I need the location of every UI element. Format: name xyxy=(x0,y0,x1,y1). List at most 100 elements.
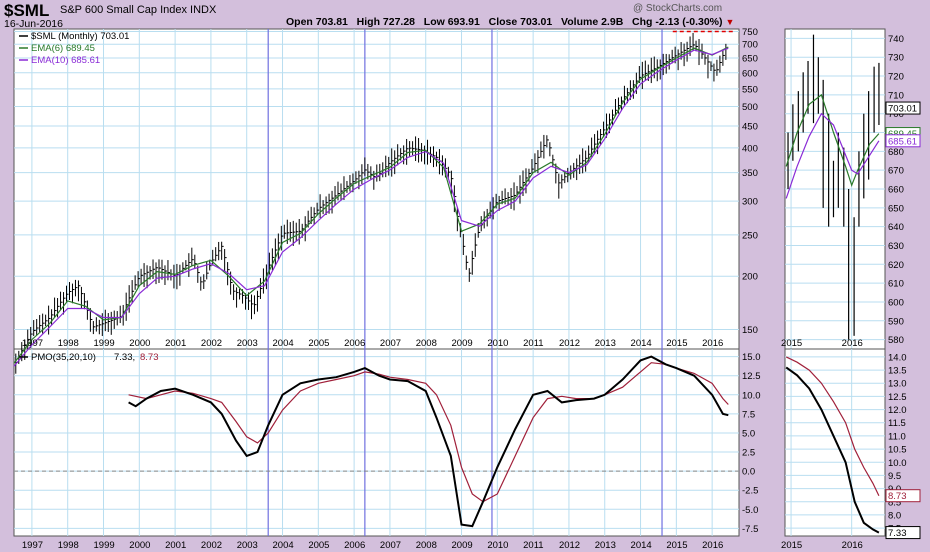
zoom-price-y-tick-label: 700 xyxy=(888,109,904,120)
zoom-price-y-tick-label: 630 xyxy=(888,241,904,252)
pmo-y-tick-label: 2.5 xyxy=(742,448,755,459)
pmo-x-tick-label: 2005 xyxy=(308,540,329,551)
pmo-panel-background xyxy=(13,348,740,537)
pmo-x-tick-label: 2011 xyxy=(523,540,543,551)
legend-label: $SML (Monthly) 703.01 xyxy=(31,31,129,42)
price-y-tick-label: 600 xyxy=(742,68,758,79)
pmo-line xyxy=(128,355,729,528)
change-value: -2.13 (-0.30%) xyxy=(655,16,723,28)
value-tag-box xyxy=(885,134,921,148)
pmo-y-tick-label: -2.5 xyxy=(742,486,758,497)
quote-date: 16-Jun-2016 xyxy=(4,18,63,30)
zoom-pmo-y-tick-label: 12.0 xyxy=(888,405,907,416)
zoom-pmo-y-tick-label: 9.5 xyxy=(888,471,901,482)
open-value: 703.81 xyxy=(315,16,348,28)
open-label: Open xyxy=(286,16,313,28)
pmo-y-tick-label: -5.0 xyxy=(742,505,758,516)
pmo-x-tick-label: 2000 xyxy=(129,540,150,551)
zoom-pmo-x-tick-label: 2016 xyxy=(842,540,863,551)
price-y-tick-label: 500 xyxy=(742,102,758,113)
zoom-price-y-tick-label: 710 xyxy=(888,90,904,101)
price-x-tick-label: 2008 xyxy=(416,338,437,349)
price-y-tick-label: 200 xyxy=(742,272,758,283)
pmo-x-tick-label: 2009 xyxy=(452,540,473,551)
value-tag-label: 8.73 xyxy=(888,491,907,502)
ema6-line xyxy=(13,46,729,364)
price-x-tick-label: 2002 xyxy=(201,338,222,349)
pmo-y-tick-label: 10.0 xyxy=(742,390,761,401)
zoom-pmo-y-tick-label: 11.0 xyxy=(888,431,906,442)
watermark: @ StockCharts.com xyxy=(633,3,723,14)
zoom-price-y-tick-label: 680 xyxy=(888,147,904,158)
price-x-tick-label: 2009 xyxy=(452,338,473,349)
low-value: 693.91 xyxy=(447,16,480,28)
price-y-tick-label: 700 xyxy=(742,40,758,51)
pmo-x-tick-label: 2006 xyxy=(344,540,365,551)
value-tag-box xyxy=(885,526,921,540)
zoom-pmo-y-tick-label: 8.0 xyxy=(888,510,901,521)
high-label: High xyxy=(356,16,380,28)
zoom-pmo-line xyxy=(785,366,880,534)
zoom-pmo-y-tick-label: 8.5 xyxy=(888,497,901,508)
pmo-x-tick-label: 1999 xyxy=(94,540,115,551)
pmo-x-tick-label: 2003 xyxy=(237,540,258,551)
zoom-pmo-y-tick-label: 13.5 xyxy=(888,366,907,377)
price-y-tick-label: 150 xyxy=(742,325,758,336)
value-tag-box xyxy=(885,489,921,503)
pmo-x-tick-label: 2016 xyxy=(702,540,723,551)
price-x-tick-label: 2015 xyxy=(666,338,687,349)
price-x-tick-label: 2007 xyxy=(380,338,401,349)
price-y-tick-label: 300 xyxy=(742,197,758,208)
ema10-line xyxy=(13,47,729,367)
pmo-x-tick-label: 2015 xyxy=(666,540,687,551)
price-y-tick-label: 350 xyxy=(742,168,758,179)
pmo-x-tick-label: 1997 xyxy=(22,540,43,551)
price-y-tick-label: 550 xyxy=(742,84,758,95)
close-value: 703.01 xyxy=(520,16,553,28)
price-x-tick-label: 2004 xyxy=(273,338,294,349)
zoom-pmo-y-tick-label: 10.5 xyxy=(888,445,907,456)
price-x-tick-label: 2010 xyxy=(487,338,508,349)
price-x-tick-label: 2006 xyxy=(344,338,365,349)
price-x-tick-label: 1997 xyxy=(22,338,43,349)
zoom-pmo-y-tick-label: 13.0 xyxy=(888,379,907,390)
zoom-pmo-y-tick-label: 14.0 xyxy=(888,352,907,363)
zoom-price-x-tick-label: 2016 xyxy=(842,338,863,349)
zoom-price-y-tick-label: 600 xyxy=(888,297,904,308)
pmo-x-tick-label: 2013 xyxy=(595,540,616,551)
pmo-legend-signal-value: 8.73 xyxy=(140,352,159,363)
pmo-x-tick-label: 2012 xyxy=(559,540,580,551)
zoom-price-y-tick-label: 620 xyxy=(888,260,904,271)
index-full-name: S&P 600 Small Cap Index xyxy=(60,4,187,16)
high-value: 727.28 xyxy=(382,16,416,28)
price-x-tick-label: 2013 xyxy=(595,338,616,349)
pmo-x-tick-label: 2007 xyxy=(380,540,401,551)
zoom-ema6-line xyxy=(785,93,880,187)
price-x-tick-label: 2011 xyxy=(523,338,543,349)
zoom-price-y-tick-label: 610 xyxy=(888,279,904,290)
price-x-tick-label: 2000 xyxy=(129,338,150,349)
price-x-tick-label: 2016 xyxy=(702,338,723,349)
price-x-tick-label: 2005 xyxy=(308,338,329,349)
pmo-signal-line xyxy=(128,362,729,503)
change-label: Chg xyxy=(632,16,653,28)
zoom-price-y-tick-label: 720 xyxy=(888,72,904,83)
ohlc-bar: Open 703.81 High 727.28 Low 693.91 Close… xyxy=(286,16,734,28)
down-arrow-icon: ▼ xyxy=(725,17,735,27)
pmo-y-tick-label: -7.5 xyxy=(742,524,758,535)
pmo-x-tick-label: 1998 xyxy=(58,540,79,551)
pmo-x-tick-label: 2010 xyxy=(487,540,508,551)
zoom-pmo-signal-line xyxy=(785,356,880,496)
legend-label: EMA(10) 685.61 xyxy=(31,55,100,66)
zoom-price-y-tick-label: 740 xyxy=(888,34,904,45)
price-gridlines xyxy=(14,29,739,349)
low-label: Low xyxy=(423,16,445,28)
pmo-y-tick-label: 12.5 xyxy=(742,371,761,382)
zoom-price-y-tick-label: 660 xyxy=(888,185,904,196)
zoom-price-y-tick-label: 640 xyxy=(888,222,904,233)
zoom-price-y-tick-label: 580 xyxy=(888,335,904,346)
zoom-price-x-tick-label: 2015 xyxy=(781,338,802,349)
price-x-tick-label: 2012 xyxy=(559,338,580,349)
exchange-code: INDX xyxy=(190,4,217,16)
pmo-x-tick-label: 2008 xyxy=(416,540,437,551)
